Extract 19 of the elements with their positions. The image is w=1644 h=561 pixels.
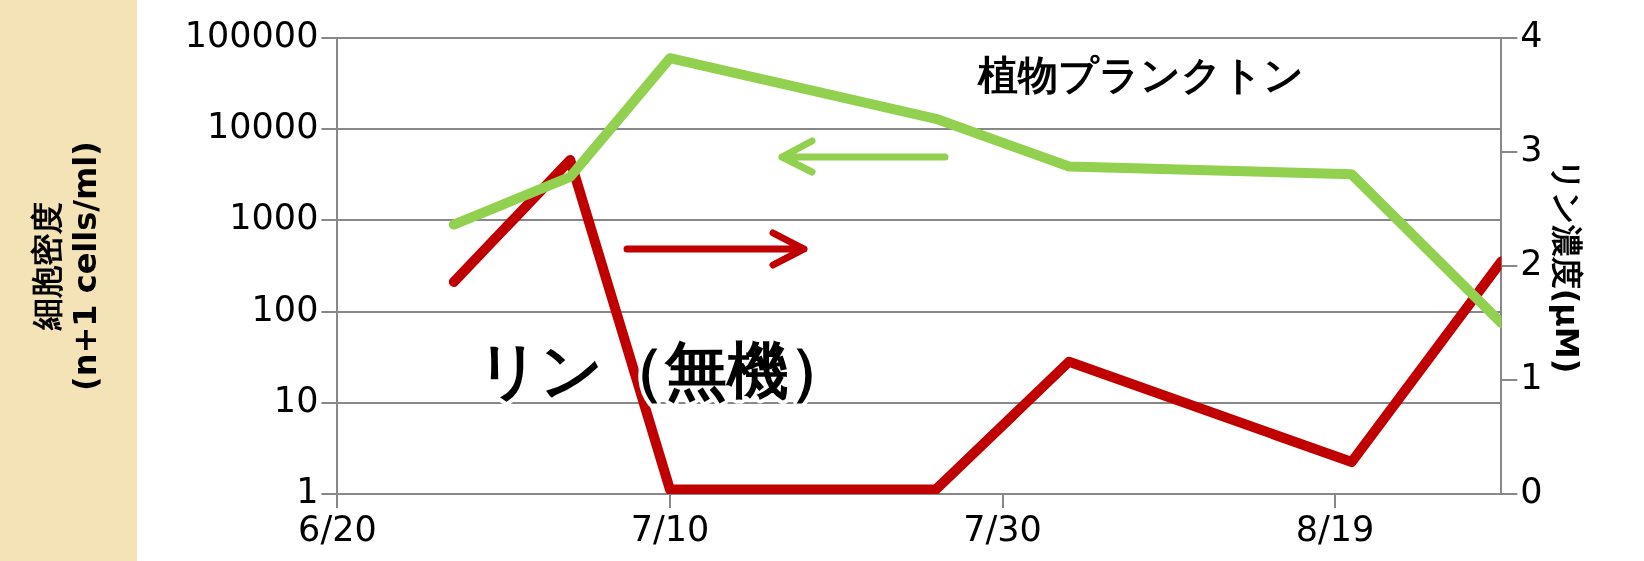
y-tick-label: 100000	[184, 15, 319, 56]
series-label: 植物プランクトン	[976, 52, 1304, 99]
y2-axis-title: リン濃度(μM)	[1548, 158, 1587, 374]
y2-tick-label: 4	[1520, 15, 1543, 56]
y-tick-label: 10000	[207, 106, 319, 147]
y-tick-label: 100	[251, 288, 319, 329]
y-axis-title: 細胞密度 (n+1 cells/ml)	[27, 141, 104, 391]
y2-tick-label: 0	[1520, 471, 1543, 512]
y-tick-label: 1000	[229, 197, 319, 238]
x-tick-label: 7/30	[963, 509, 1042, 550]
y-tick-label: 1	[296, 471, 319, 512]
y2-tick-label: 2	[1520, 243, 1543, 284]
x-tick-label: 8/19	[1295, 509, 1375, 550]
y-tick-label: 10	[273, 379, 319, 420]
x-tick-label: 6/20	[298, 509, 377, 550]
y2-tick-label: 1	[1520, 357, 1543, 398]
series-label: リン（無機）	[477, 333, 852, 407]
y2-tick-label: 3	[1520, 129, 1543, 170]
x-tick-label: 7/10	[630, 509, 710, 550]
